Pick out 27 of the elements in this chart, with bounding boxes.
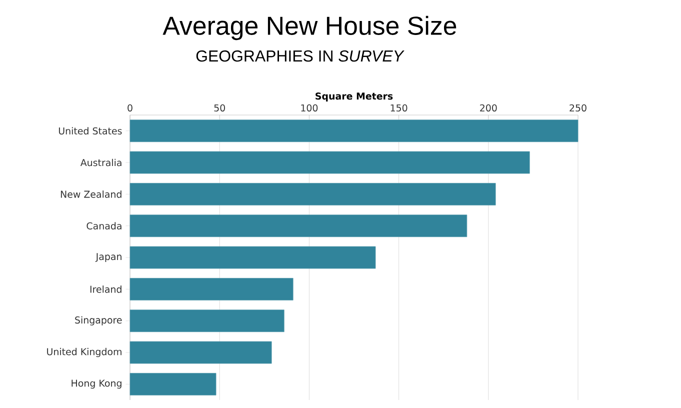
- bar: [130, 182, 496, 206]
- x-tick-label: 150: [390, 104, 408, 112]
- y-tick-label: Hong Kong: [72, 380, 122, 389]
- y-tick-label: New Zealand: [60, 190, 122, 198]
- y-tick-label: Australia: [80, 158, 122, 166]
- x-tick-label: 200: [480, 104, 497, 112]
- x-axis-title: Square Meters: [316, 92, 393, 102]
- y-tick-label: United States: [58, 127, 122, 135]
- chart-title: Average New House Size: [162, 16, 456, 40]
- y-tick-label: United Kingdom: [47, 348, 122, 358]
- x-tick-label: 250: [570, 104, 586, 112]
- x-tick-label: 50: [214, 104, 225, 112]
- y-tick-label: Ireland: [90, 286, 122, 293]
- bar: [130, 246, 376, 269]
- bar: [130, 120, 578, 142]
- x-tick-label: 0: [128, 104, 132, 112]
- chart-subtitle: GEOGRAPHIES IN SURVEY: [196, 50, 404, 62]
- bar: [130, 151, 530, 174]
- bar: [130, 214, 468, 238]
- y-tick-label: Japan: [95, 253, 122, 262]
- bar: [130, 278, 294, 300]
- bar: [130, 341, 272, 364]
- bar: [130, 372, 216, 396]
- y-tick-label: Singapore: [75, 316, 122, 326]
- bar: [130, 310, 284, 332]
- x-tick-label: 100: [301, 104, 318, 112]
- y-tick-label: Canada: [86, 222, 122, 230]
